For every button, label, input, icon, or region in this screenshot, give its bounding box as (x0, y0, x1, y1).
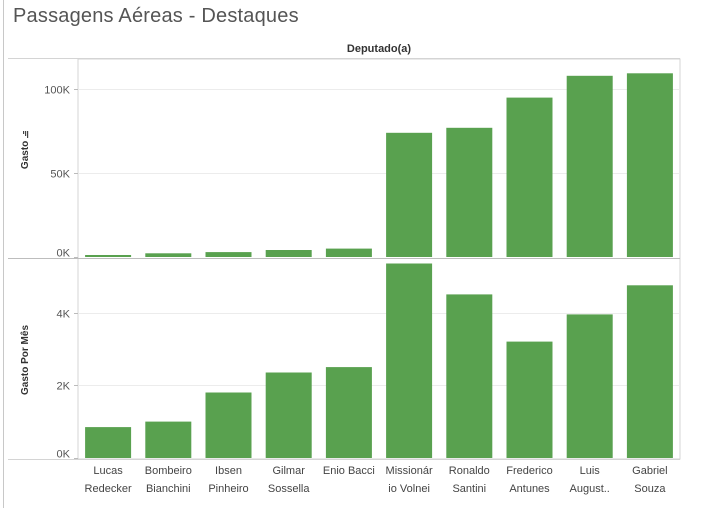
bar-gasto-por-mes (386, 263, 433, 458)
bar-gasto (626, 73, 673, 257)
x-tick-label[interactable]: Frederico Antunes (500, 462, 560, 498)
x-tick-label-line: August.. (569, 483, 610, 495)
dashboard-title: Passagens Aéreas - Destaques (13, 5, 299, 27)
x-tick-label-line: Luis (579, 465, 600, 477)
bar-gasto-por-mes (145, 421, 192, 458)
x-tick-label[interactable]: Lucas Redecker (78, 462, 138, 498)
x-tick-label[interactable]: Ibsen Pinheiro (199, 462, 259, 498)
bar-gasto-por-mes (506, 341, 553, 458)
bar-gasto (506, 97, 553, 257)
x-tick-label-line: Ibsen (215, 465, 242, 477)
x-tick-label-line: Redecker (84, 483, 132, 495)
x-tick-label-line: Bianchini (145, 483, 191, 495)
y-tick-label: 2K (57, 381, 71, 393)
bar-gasto (265, 250, 312, 257)
x-tick-label-line: Gabriel (632, 465, 668, 477)
x-tick-label[interactable]: Enio Bacci (319, 462, 379, 480)
bar-gasto-por-mes (626, 285, 673, 458)
bar-gasto (145, 253, 192, 257)
bar-gasto (205, 252, 252, 257)
y-tick-label: 0K (57, 248, 71, 260)
bar-gasto-por-mes (265, 372, 312, 458)
x-tick-label-line: Missionár (385, 465, 433, 477)
x-tick-label-line: Antunes (509, 483, 550, 495)
bar-gasto (325, 248, 372, 257)
y-tick-label: 4K (57, 309, 71, 321)
x-tick-label-line: Souza (634, 483, 666, 495)
bar-gasto-por-mes (85, 427, 132, 458)
x-tick-label-line: io Volnei (388, 483, 430, 495)
x-tick-label[interactable]: Luis August.. (560, 462, 620, 498)
x-tick-label-line: Santini (452, 483, 487, 495)
x-tick-label-line: Sossella (267, 483, 310, 495)
bar-gasto (446, 127, 493, 257)
bar-gasto-por-mes (325, 367, 372, 458)
x-tick-label[interactable]: Gabriel Souza (620, 462, 680, 498)
x-tick-label-line: Bombeiro (144, 465, 192, 477)
y-tick-label: 100K (44, 85, 70, 97)
x-tick-label[interactable]: Bombeiro Bianchini (138, 462, 198, 498)
bar-gasto-por-mes (566, 314, 613, 458)
x-tick-label[interactable]: Missionár io Volnei (379, 462, 439, 498)
x-tick-label-line: Enio Bacci (322, 465, 375, 477)
bar-gasto (566, 75, 613, 257)
sort-descending-icon[interactable] (22, 130, 29, 138)
x-tick-label-line: Pinheiro (208, 483, 249, 495)
x-tick-label[interactable]: Gilmar Sossella (259, 462, 319, 498)
bar-gasto (85, 255, 132, 257)
bar-gasto-por-mes (446, 294, 493, 458)
x-tick-label-line: Gilmar (272, 465, 305, 477)
x-tick-label-line: Frederico (506, 465, 553, 477)
x-tick-label-line: Lucas (93, 465, 123, 477)
x-tick-label-line: Ronaldo (448, 465, 490, 477)
dashboard-left-border (3, 0, 4, 508)
column-header: Deputado(a) (346, 43, 412, 55)
bar-gasto (386, 132, 433, 257)
y-tick-label: 50K (50, 169, 70, 181)
y-axis-title-gasto[interactable]: Gasto (20, 120, 34, 180)
y-tick-label: 0K (57, 449, 71, 461)
x-tick-label[interactable]: Ronaldo Santini (439, 462, 499, 498)
bar-gasto-por-mes (205, 392, 252, 458)
